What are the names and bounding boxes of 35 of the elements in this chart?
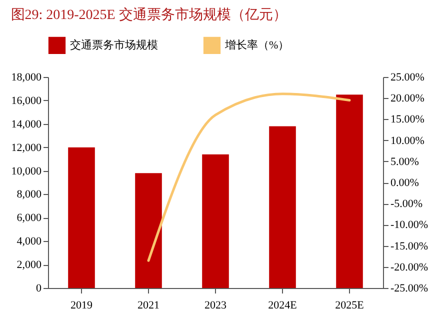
y2-tick-label: 10.00% [390,134,424,147]
y-tick-label: 12,000 [11,142,42,154]
chart-title: 图29: 2019-2025E 交通票务市场规模（亿元） [10,7,287,23]
y2-tick-label: -25.00% [390,282,428,294]
y-tick-label: 4,000 [16,236,42,248]
x-tick-label: 2023 [204,300,227,312]
y-tick-label: 14,000 [11,118,42,130]
y2-tick-label: 20.00% [390,92,424,105]
y2-tick-label: 0.00% [390,177,419,189]
bar [135,173,162,288]
y-tick-label: 16,000 [11,94,42,107]
y-tick-label: 8,000 [16,188,42,201]
y-tick-label: 0 [36,282,42,294]
x-tick-label: 2019 [70,300,93,312]
legend-label: 交通票务市场规模 [70,38,158,52]
bar [68,147,95,288]
y2-tick-label: -10.00% [390,219,428,232]
y2-tick-label: 5.00% [390,156,419,168]
y-tick-label: 10,000 [11,165,42,178]
y2-tick-label: -20.00% [390,261,428,274]
line-series [147,92,351,262]
y2-tick-label: -15.00% [390,240,428,252]
x-tick-label: 2021 [138,300,160,312]
legend-label: 增长率（%） [224,38,290,52]
y-tick-label: 2,000 [16,259,42,272]
y2-tick-label: 25.00% [390,72,424,84]
x-tick-label: 2024E [268,300,298,312]
y2-tick-label: -5.00% [390,198,423,210]
bar [336,94,363,288]
y2-tick-label: 15.00% [390,114,424,126]
bar [202,154,229,288]
y-tick-label: 6,000 [16,212,42,224]
bar [269,126,296,288]
y-tick-label: 18,000 [11,72,42,84]
x-tick-label: 2025E [335,300,364,312]
